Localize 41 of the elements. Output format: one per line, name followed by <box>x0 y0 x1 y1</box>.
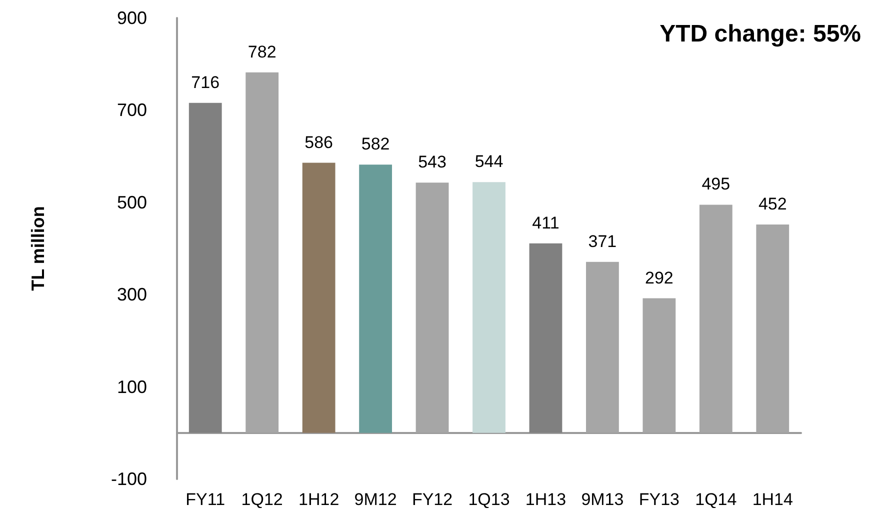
y-tick-label: 700 <box>116 100 147 120</box>
x-tick-label: 1H14 <box>752 490 793 509</box>
data-label: 586 <box>304 132 334 152</box>
bar <box>642 298 676 433</box>
data-label: 582 <box>361 134 390 154</box>
data-label: 371 <box>588 232 617 251</box>
data-label: 543 <box>418 152 446 172</box>
bar <box>359 164 392 433</box>
x-tick-label: 1H12 <box>298 490 340 509</box>
x-tick-label: FY13 <box>638 490 680 509</box>
bar <box>416 182 449 433</box>
data-label: 495 <box>702 174 730 194</box>
x-tick-label: 1Q12 <box>241 490 283 509</box>
bar <box>302 162 336 433</box>
bar <box>756 224 790 433</box>
x-tick-label: 9M13 <box>581 490 624 509</box>
y-axis-title: TL million <box>28 206 48 291</box>
data-label: 716 <box>191 72 220 92</box>
x-tick-label: 1H13 <box>525 490 566 509</box>
bar <box>529 243 562 433</box>
data-label: 292 <box>644 268 674 288</box>
data-label: 452 <box>758 194 787 214</box>
data-label: 544 <box>474 152 504 172</box>
bar <box>246 72 279 433</box>
y-tick-label: 900 <box>116 8 147 28</box>
x-tick-label: 9M12 <box>354 490 397 509</box>
x-tick-label: FY12 <box>412 490 453 509</box>
y-tick-label: 100 <box>116 376 147 397</box>
bar <box>472 182 506 433</box>
data-label: 411 <box>532 213 560 232</box>
y-tick-label: -100 <box>110 469 147 489</box>
bar <box>699 204 732 433</box>
x-tick-label: FY11 <box>186 490 226 509</box>
annotation: YTD change: 55% <box>660 20 862 48</box>
y-tick-label: 300 <box>116 284 147 305</box>
bar <box>188 102 222 433</box>
y-tick-label: 500 <box>116 192 147 212</box>
x-tick-label: 1Q14 <box>695 490 737 509</box>
data-label: 782 <box>248 42 276 62</box>
bar <box>586 262 619 433</box>
x-tick-label: 1Q13 <box>468 490 510 509</box>
